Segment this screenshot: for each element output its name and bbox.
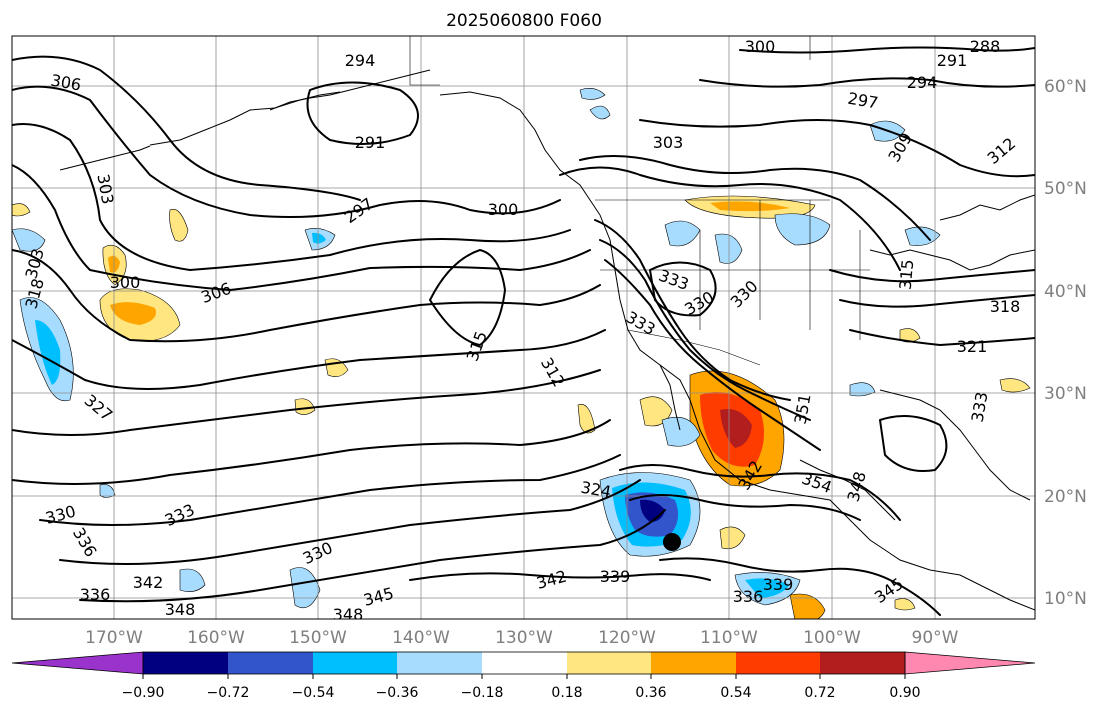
colorbar-tick-label: −0.36 [376, 685, 419, 701]
lon-label: 120°W [598, 628, 656, 648]
latitude-labels: 60°N 50°N 40°N 30°N 20°N 10°N [1044, 77, 1087, 609]
colorbar-segment [313, 652, 397, 674]
colorbar-segment [397, 652, 482, 674]
colorbar-tick-label: 0.36 [635, 685, 666, 701]
longitude-labels: 170°W 160°W 150°W 140°W 130°W 120°W 110°… [85, 628, 959, 648]
contour-label: 291 [937, 51, 968, 70]
lon-label: 110°W [700, 628, 758, 648]
colorbar: −0.90 −0.72 −0.54 −0.36 −0.18 0.18 0.36 … [11, 651, 1036, 701]
contour-label: 294 [907, 73, 938, 92]
lon-label: 170°W [85, 628, 143, 648]
contour-label: 294 [345, 51, 376, 70]
map-panel: 294 300 288 291 306 294 297 291 303 303 … [12, 36, 1035, 624]
lat-label: 10°N [1044, 589, 1087, 609]
contour-label: 348 [165, 600, 196, 619]
lon-label: 90°W [912, 628, 959, 648]
lat-label: 30°N [1044, 384, 1087, 404]
lat-label: 60°N [1044, 77, 1087, 97]
colorbar-ticks [142, 674, 906, 679]
lon-label: 160°W [187, 628, 245, 648]
lon-label: 130°W [495, 628, 553, 648]
contour-label: 291 [355, 133, 386, 152]
contour-label: 339 [600, 567, 631, 586]
lon-label: 150°W [289, 628, 347, 648]
colorbar-segment [567, 652, 651, 674]
colorbar-tick-label: 0.90 [889, 685, 920, 701]
contour-label: 300 [745, 37, 776, 56]
colorbar-segment [820, 652, 905, 674]
colorbar-segment [651, 652, 736, 674]
colorbar-tick-label: −0.72 [207, 685, 250, 701]
contour-label: 300 [488, 200, 519, 219]
lat-label: 40°N [1044, 282, 1087, 302]
contour-label: 342 [133, 573, 164, 592]
colorbar-segment [143, 652, 228, 674]
colorbar-segment [736, 652, 820, 674]
contour-label: 336 [733, 587, 764, 606]
colorbar-tick-label: 0.18 [551, 685, 582, 701]
colorbar-extend-max [904, 651, 1036, 675]
colorbar-tick-label: 0.72 [804, 685, 835, 701]
contour-label: 300 [110, 273, 141, 292]
colorbar-tick-label: −0.54 [292, 685, 335, 701]
lat-label: 20°N [1044, 487, 1087, 507]
colorbar-tick-label: −0.18 [461, 685, 504, 701]
storm-center-marker [663, 533, 681, 551]
contour-label: 303 [653, 133, 684, 152]
colorbar-segment [228, 652, 313, 674]
contour-label: 321 [957, 337, 988, 356]
height-contours [12, 46, 1035, 616]
colorbar-tick-label: 0.54 [720, 685, 751, 701]
map-frame [11, 35, 1036, 620]
lon-label: 140°W [392, 628, 450, 648]
contour-label: 315 [896, 258, 918, 290]
coastlines [59, 69, 1035, 611]
map-title: 2025060800 F060 [446, 11, 602, 31]
contour-label: 336 [80, 585, 111, 604]
contour-label: 339 [763, 575, 794, 594]
contour-label: 318 [990, 297, 1021, 316]
lon-label: 100°W [803, 628, 861, 648]
colorbar-segment [482, 652, 567, 674]
colorbar-extend-min [11, 651, 144, 675]
contour-label: 348 [333, 605, 364, 624]
lat-label: 50°N [1044, 179, 1087, 199]
colorbar-tick-label: −0.90 [122, 685, 165, 701]
gridlines [12, 36, 1035, 619]
contour-label: 288 [970, 37, 1001, 56]
